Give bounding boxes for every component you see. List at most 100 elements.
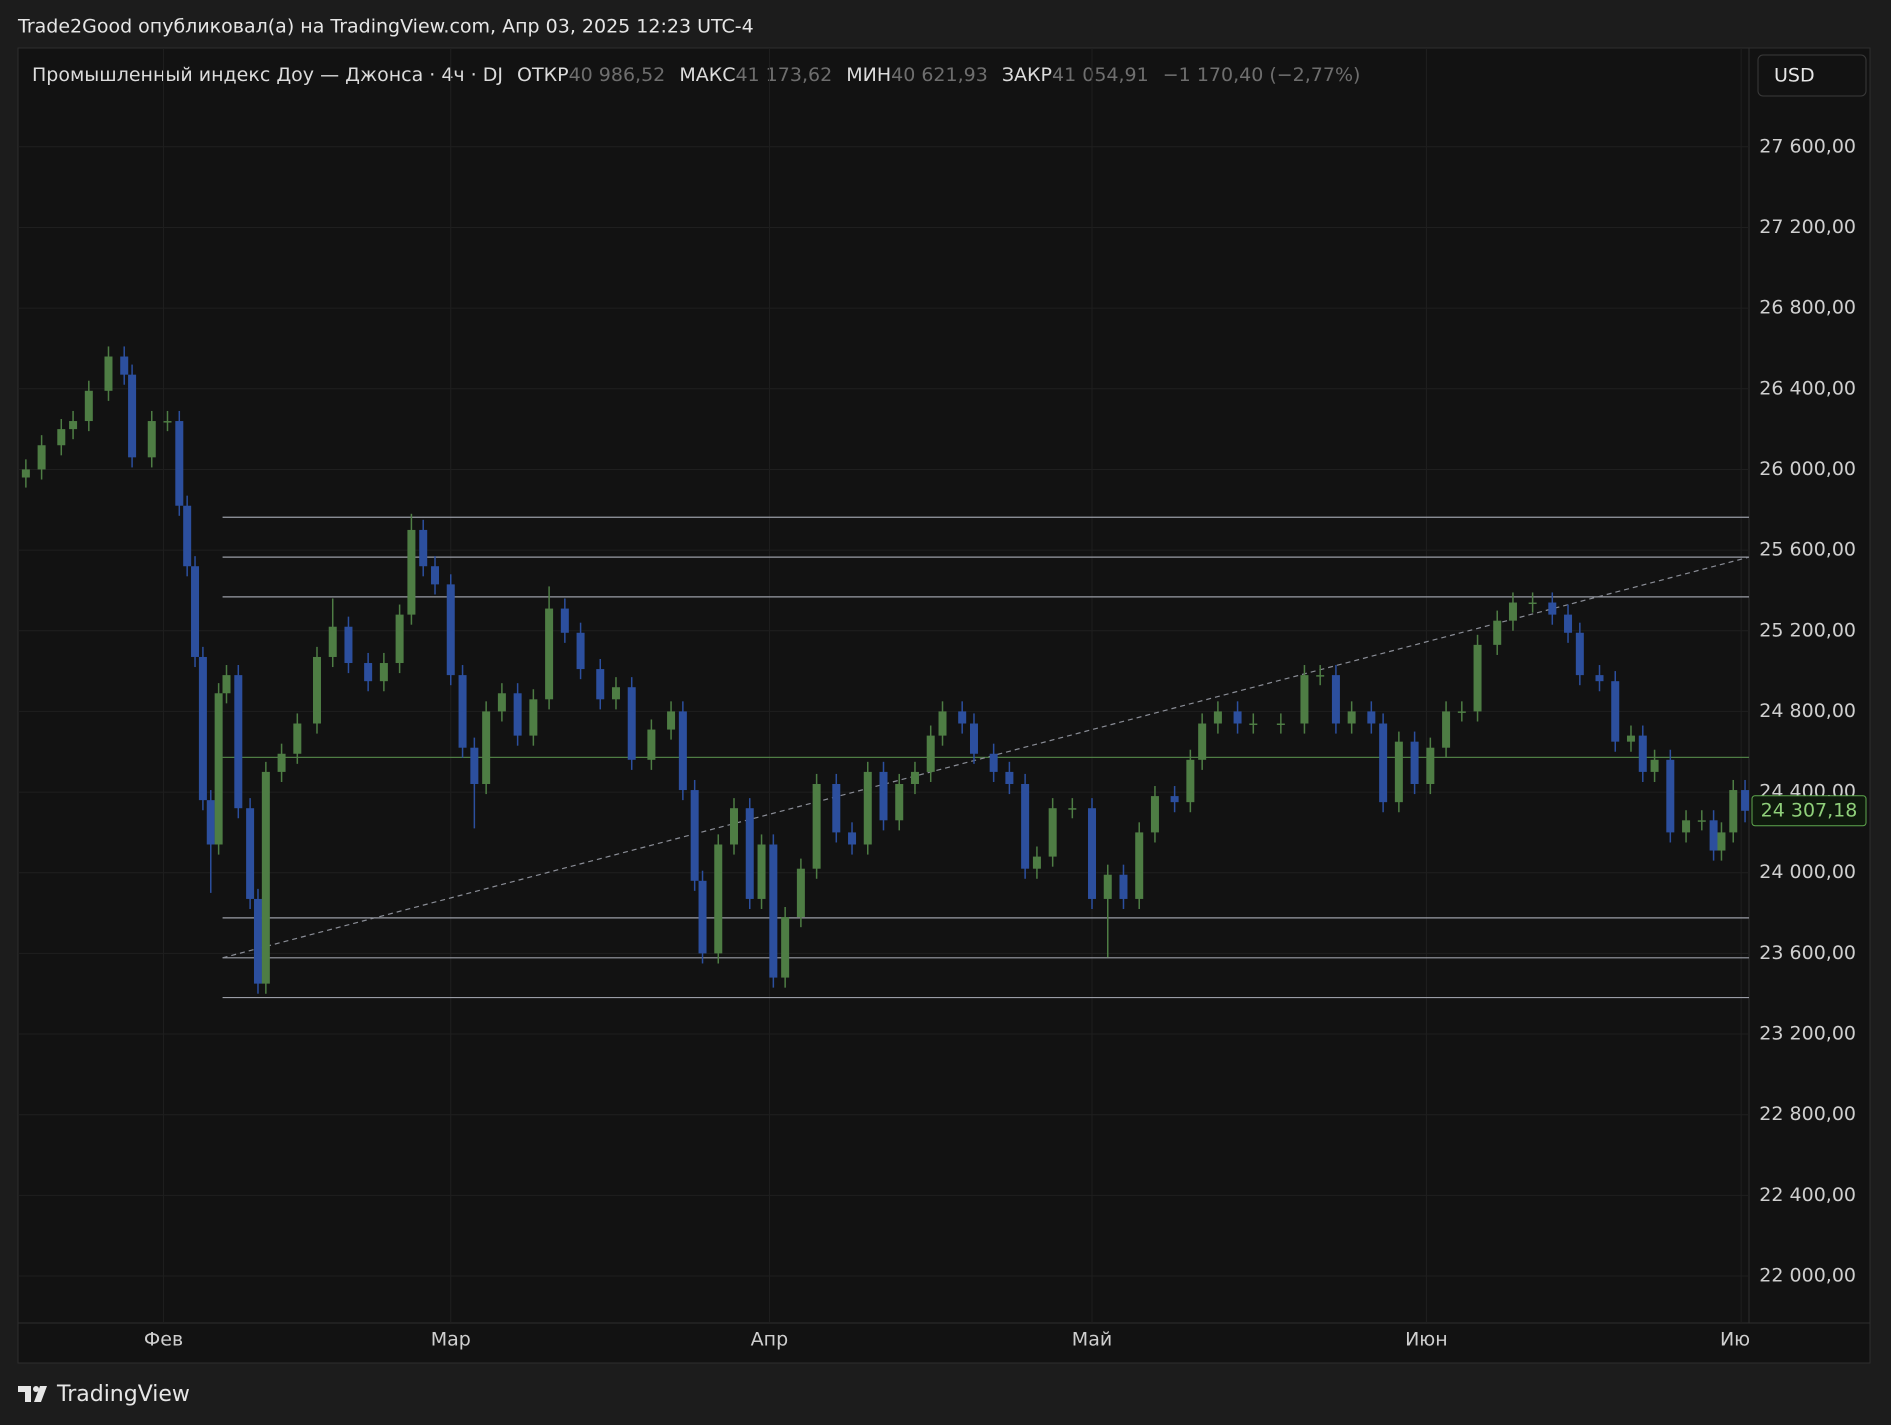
- candle-body: [482, 711, 491, 785]
- candle-body: [69, 421, 78, 430]
- y-tick-label: 26 800,00: [1759, 297, 1856, 319]
- x-tick-label: Фев: [144, 1329, 183, 1351]
- candle-body: [560, 608, 569, 633]
- candle-body: [191, 566, 200, 657]
- candle-body: [261, 771, 270, 984]
- candle-body: [1135, 832, 1144, 899]
- y-tick-label: 24 000,00: [1759, 861, 1856, 883]
- candle-body: [1595, 675, 1604, 682]
- logo-icon: [18, 1386, 47, 1402]
- plot: [18, 48, 1749, 1323]
- candle-body: [698, 880, 707, 954]
- y-tick-label: 26 000,00: [1759, 458, 1856, 480]
- candle-body: [1611, 681, 1620, 742]
- candle-body: [1021, 784, 1030, 869]
- candle-body: [395, 614, 404, 664]
- currency-button[interactable]: [1757, 54, 1867, 97]
- candle-body: [989, 753, 998, 772]
- candle-body: [1666, 759, 1675, 833]
- candle-body: [1426, 747, 1435, 785]
- y-tick-label: 26 400,00: [1759, 377, 1856, 399]
- candle-body: [1638, 735, 1647, 772]
- candle-body: [1276, 723, 1285, 726]
- candle-body: [163, 421, 172, 423]
- candle-body: [1213, 711, 1222, 724]
- candle-body: [1473, 644, 1482, 712]
- candle-body: [1300, 675, 1309, 724]
- y-tick-label: 22 800,00: [1759, 1103, 1856, 1125]
- currency[interactable]: USD: [1774, 65, 1815, 87]
- candle-body: [545, 608, 554, 700]
- candle-body: [470, 747, 479, 785]
- candle-body: [1394, 741, 1403, 803]
- last-price-label: 24 307,18: [1761, 799, 1858, 821]
- candle-body: [1233, 711, 1242, 724]
- y-tick-label: 22 000,00: [1759, 1265, 1856, 1287]
- brand: TradingView: [56, 1382, 190, 1407]
- x-tick-label: Апр: [751, 1329, 788, 1351]
- candle-body: [128, 374, 137, 458]
- y-tick-label: 27 200,00: [1759, 216, 1856, 238]
- candle-body: [969, 723, 978, 754]
- candle-body: [253, 898, 262, 984]
- y-tick-label: 27 600,00: [1759, 135, 1856, 157]
- candle-body: [757, 844, 766, 899]
- candle-body: [1709, 820, 1718, 851]
- candle-body: [1103, 874, 1112, 899]
- candle-body: [344, 626, 353, 664]
- candle-body: [84, 390, 93, 422]
- candle-body: [1186, 759, 1195, 803]
- candle-body: [293, 723, 302, 754]
- candle-body: [879, 771, 888, 821]
- candle-body: [1032, 856, 1041, 869]
- candle-body: [812, 784, 821, 869]
- candle-body: [379, 663, 388, 682]
- candle-body: [647, 729, 656, 760]
- candle-body: [1379, 723, 1388, 803]
- candle-body: [1367, 711, 1376, 724]
- low-label: МИН: [846, 64, 891, 86]
- candle-body: [1717, 832, 1726, 851]
- open-value: 40 986,52: [569, 64, 666, 86]
- publisher: Trade2Good опубликовал(а) на TradingView…: [17, 16, 754, 38]
- candle-body: [1048, 808, 1057, 857]
- candle-body: [958, 711, 967, 724]
- candle-body: [596, 669, 605, 700]
- x-tick-label: Мар: [431, 1329, 471, 1351]
- close-value: 41 054,91: [1052, 64, 1149, 86]
- candle-body: [407, 529, 416, 615]
- candle-body: [1575, 632, 1584, 676]
- candle-body: [431, 566, 440, 585]
- candle-body: [497, 693, 506, 712]
- high-label: МАКС: [679, 64, 735, 86]
- candle-body: [206, 800, 215, 845]
- candle-body: [57, 429, 66, 446]
- candle-body: [730, 808, 739, 845]
- candle-body: [1068, 808, 1077, 810]
- candle-body: [364, 663, 373, 682]
- candle-body: [312, 656, 321, 724]
- candle-body: [529, 699, 538, 736]
- candle-body: [1249, 723, 1258, 726]
- candle-body: [214, 693, 223, 845]
- x-tick-label: Май: [1072, 1329, 1112, 1351]
- candle-body: [1347, 711, 1356, 724]
- candle-body: [690, 790, 699, 881]
- candle-body: [1729, 790, 1738, 833]
- open-label: ОТКР: [517, 64, 569, 86]
- candle-body: [938, 711, 947, 736]
- candle-body: [1170, 796, 1179, 803]
- candle-body: [21, 469, 30, 478]
- candle-body: [627, 687, 636, 760]
- candle-body: [667, 711, 676, 730]
- candle-body: [1564, 614, 1573, 633]
- candle-body: [678, 711, 687, 791]
- low-value: 40 621,93: [891, 64, 988, 86]
- candle-body: [926, 735, 935, 772]
- candle-body: [1548, 602, 1557, 615]
- y-tick-label: 22 400,00: [1759, 1184, 1856, 1206]
- y-tick-label: 24 800,00: [1759, 700, 1856, 722]
- y-tick-label: 25 600,00: [1759, 539, 1856, 561]
- candle-body: [104, 356, 113, 391]
